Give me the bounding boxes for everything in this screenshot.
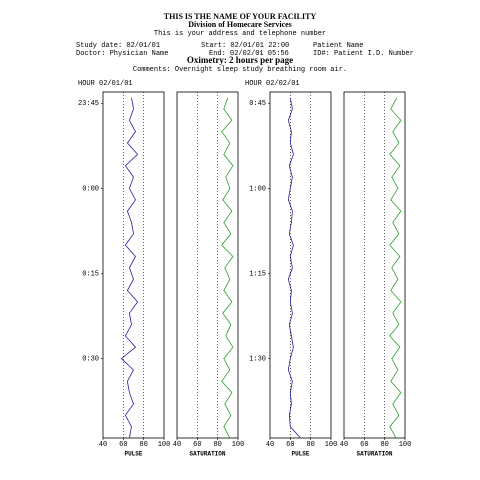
division: Division of Homecare Services xyxy=(188,20,292,29)
x-tick-label: 40 xyxy=(340,441,348,449)
trace xyxy=(221,97,234,439)
x-tick-label: 60 xyxy=(286,441,294,449)
address: This is your address and telephone numbe… xyxy=(154,30,326,38)
y-tick-label: 1:30 xyxy=(249,355,266,363)
doctor: Doctor: Physician Name xyxy=(76,50,168,58)
trace xyxy=(120,97,139,439)
x-tick-label: 80 xyxy=(213,441,221,449)
patient-name: Patient Name xyxy=(313,42,363,50)
panel-frame xyxy=(269,91,332,439)
panel-frame xyxy=(343,91,406,439)
facility: THIS IS THE NAME OF YOUR FACILITY xyxy=(164,12,317,21)
y-tick-label: 0:45 xyxy=(249,100,266,108)
panel-frame xyxy=(176,91,239,439)
trace xyxy=(389,97,402,439)
x-tick-label: 100 xyxy=(399,441,412,449)
start: Start: 02/01/01 22:00 xyxy=(201,42,289,50)
axis-label: SATURATION xyxy=(356,451,392,458)
y-tick-label: 0:30 xyxy=(82,355,99,363)
y-tick-label: 0:00 xyxy=(82,185,99,193)
x-tick-label: 100 xyxy=(325,441,338,449)
x-tick-label: 40 xyxy=(266,441,274,449)
y-tick-label: 1:15 xyxy=(249,270,266,278)
report-title: Oximetry: 2 hours per page xyxy=(187,55,293,65)
x-tick-label: 60 xyxy=(193,441,201,449)
hour-label: HOUR 02/02/01 xyxy=(245,80,300,88)
patient-id: ID#: Patient I.D. Number xyxy=(313,50,414,58)
x-tick-label: 100 xyxy=(232,441,245,449)
axis-label: SATURATION xyxy=(189,451,225,458)
x-tick-label: 80 xyxy=(306,441,314,449)
x-tick-label: 60 xyxy=(119,441,127,449)
y-tick-label: 23:45 xyxy=(78,100,99,108)
study-date: Study date: 02/01/01 xyxy=(76,42,160,50)
end: End: 02/02/01 05:56 xyxy=(209,50,289,58)
hour-label: HOUR 02/01/01 xyxy=(78,80,133,88)
x-tick-label: 60 xyxy=(360,441,368,449)
y-tick-label: 0:15 xyxy=(82,270,99,278)
x-tick-label: 40 xyxy=(173,441,181,449)
x-tick-label: 100 xyxy=(158,441,171,449)
trace xyxy=(287,97,301,439)
x-tick-label: 80 xyxy=(380,441,388,449)
comments: Comments: Overnight sleep study breathin… xyxy=(133,66,347,74)
x-tick-label: 40 xyxy=(99,441,107,449)
axis-label: PULSE xyxy=(124,451,142,458)
panel-frame xyxy=(102,91,165,439)
x-tick-label: 80 xyxy=(139,441,147,449)
y-tick-label: 1:00 xyxy=(249,185,266,193)
axis-label: PULSE xyxy=(291,451,309,458)
